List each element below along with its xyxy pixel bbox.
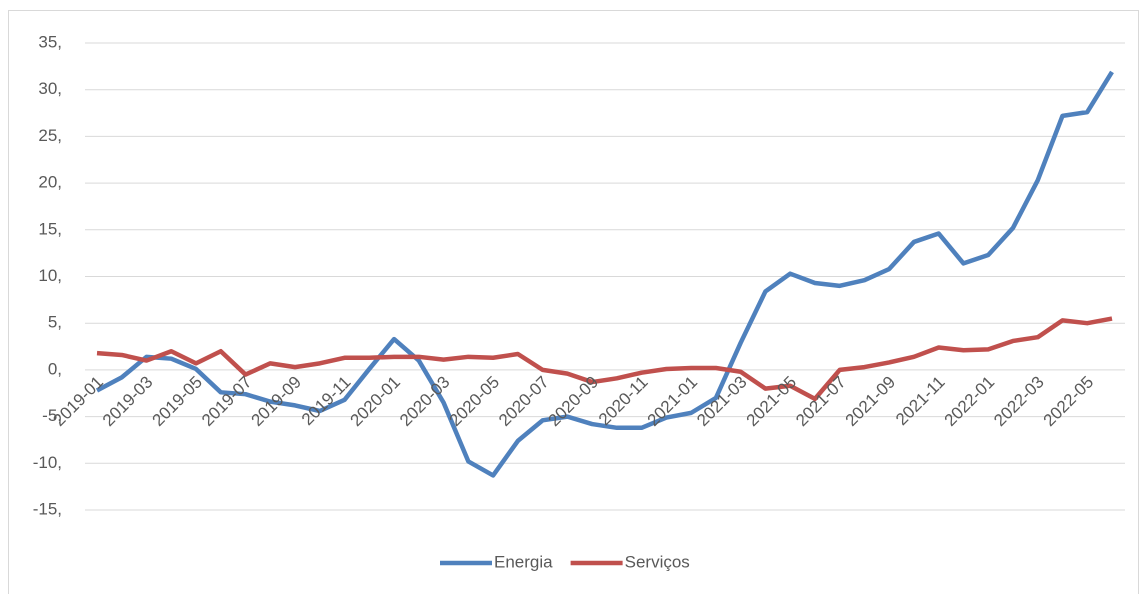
y-tick-label: -10, [33,453,62,472]
x-tick-label: 2019-05 [148,372,206,430]
x-tick-label: 2022-01 [941,372,999,430]
x-tick-label: 2021-01 [644,372,702,430]
x-tick-label: 2020-05 [446,372,504,430]
x-tick-label: 2020-09 [545,372,603,430]
y-tick-label: 35, [38,32,62,51]
x-tick-label: 2019-01 [49,372,107,430]
y-tick-label: 0, [48,359,62,378]
y-tick-label: 5, [48,313,62,332]
legend-label: Energia [494,552,553,571]
x-tick-label: 2021-07 [792,372,850,430]
y-tick-label: -15, [33,499,62,518]
legend-label: Serviços [625,552,690,571]
line-series [95,70,1114,478]
y-tick-label: 15, [38,219,62,238]
x-tick-label: 2021-09 [842,372,900,430]
x-tick-label: 2022-05 [1040,372,1098,430]
y-tick-label: -5, [42,406,62,425]
y-tick-label: 20, [38,173,62,192]
y-tick-label: 10, [38,266,62,285]
line-series [96,316,1113,402]
x-tick-label: 2021-11 [892,372,949,429]
chart-border [8,10,1139,594]
x-tick-label: 2019-03 [99,372,157,430]
x-tick-label: 2020-01 [347,372,405,430]
y-tick-label: 25, [38,126,62,145]
x-tick-label: 2019-09 [247,372,305,430]
y-tick-label: 30, [38,79,62,98]
x-tick-label: 2022-03 [990,372,1048,430]
